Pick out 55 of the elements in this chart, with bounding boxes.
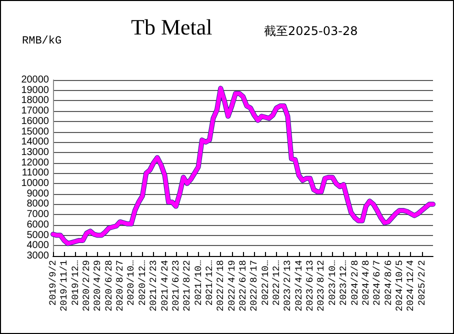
x-tick-label: 2024/10/5 xyxy=(394,260,405,312)
y-tick-label: 5000 xyxy=(26,230,50,241)
y-tick-label: 12000 xyxy=(21,157,50,168)
x-tick-label: 2022/10… xyxy=(260,260,271,306)
y-tick-label: 9000 xyxy=(26,188,50,200)
chart-title: Tb Metal xyxy=(131,14,212,40)
x-tick-label: 2022/8/17 xyxy=(248,260,260,312)
y-tick-label: 13000 xyxy=(21,146,50,158)
y-tick-label: 10000 xyxy=(21,178,50,190)
y-axis-title: RMB/kG xyxy=(22,36,62,48)
x-tick-label: 2021/10… xyxy=(192,260,204,306)
y-tick-label: 11000 xyxy=(22,168,50,179)
x-tick-label: 2024/4/8 xyxy=(360,260,372,306)
y-tick-label: 4000 xyxy=(26,240,50,252)
y-tick-label: 19000 xyxy=(21,84,50,96)
x-tick-label: 2020/2/29 xyxy=(81,260,92,312)
x-tick-label: 2019/9/2 xyxy=(48,260,58,306)
x-tick-label: 2020/4/29 xyxy=(92,260,104,312)
x-tick-label: 2023/12… xyxy=(338,260,350,306)
y-tick-label: 7000 xyxy=(26,209,50,220)
x-tick-label: 2020/12… xyxy=(136,260,148,306)
y-tick-label: 18000 xyxy=(21,95,50,106)
x-tick-label: 2021/8/22 xyxy=(182,260,193,312)
x-tick-label: 2024/8/6 xyxy=(382,260,394,306)
x-tick-label: 2023/10… xyxy=(326,260,338,306)
x-tick-label: 2021/4/24 xyxy=(159,260,170,312)
x-tick-label: 2019/12… xyxy=(70,260,81,306)
x-tick-label: 2020/6/28 xyxy=(103,260,114,312)
x-tick-label: 2022/6/18 xyxy=(238,260,248,312)
y-tick-label: 6000 xyxy=(26,219,50,230)
x-tick-label: 2024/2/8 xyxy=(349,260,360,306)
x-tick-label: 2020/8/27 xyxy=(114,260,126,312)
x-tick-label: 2023/6/13 xyxy=(304,260,316,312)
x-tick-label: 2022/2/18 xyxy=(215,260,226,312)
x-tick-label: 2023/8/12 xyxy=(316,260,327,312)
x-tick-label: 2019/11/1 xyxy=(58,260,70,312)
x-tick-label: 2023/2/13 xyxy=(282,260,294,312)
x-tick-label: 2025/2/2 xyxy=(416,260,428,306)
y-tick-label: 16000 xyxy=(21,116,50,127)
x-tick-label: 2022/4/19 xyxy=(226,260,238,312)
chart-subtitle: 截至2025-03-28 xyxy=(264,24,358,38)
y-tick-label: 20000 xyxy=(21,74,50,86)
y-tick-label: 15000 xyxy=(21,126,50,138)
x-tick-label: 2023/4/14 xyxy=(293,260,304,312)
x-tick-label: 2024/12/4 xyxy=(405,260,416,312)
x-tick-label: 2022/12… xyxy=(271,260,282,306)
x-tick-label: 2021/6/23 xyxy=(170,260,182,312)
y-tick-label: 3000 xyxy=(26,250,50,262)
x-tick-label: 2020/10… xyxy=(126,260,137,306)
x-tick-label: 2021/12… xyxy=(204,260,215,306)
x-tick-label: 2021/2/23 xyxy=(148,260,160,312)
y-tick-label: 14000 xyxy=(21,136,50,148)
y-tick-label: 8000 xyxy=(26,198,50,210)
y-tick-label: 17000 xyxy=(21,106,50,117)
x-tick-label: 2024/6/7 xyxy=(372,260,383,306)
